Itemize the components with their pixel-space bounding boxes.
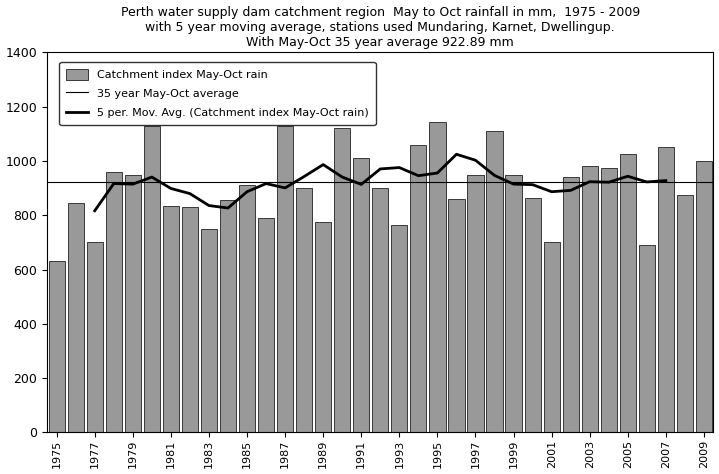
Bar	[429, 122, 446, 432]
Bar	[277, 126, 293, 432]
Bar	[201, 229, 217, 432]
Bar	[487, 131, 503, 432]
Bar	[696, 161, 712, 432]
Bar	[467, 174, 484, 432]
Bar	[239, 185, 255, 432]
Bar	[144, 126, 160, 432]
Bar	[544, 243, 559, 432]
Bar	[315, 222, 331, 432]
Bar	[162, 206, 179, 432]
Bar	[353, 158, 370, 432]
Title: Perth water supply dam catchment region  May to Oct rainfall in mm,  1975 - 2009: Perth water supply dam catchment region …	[121, 6, 640, 48]
Bar	[524, 198, 541, 432]
Bar	[106, 172, 122, 432]
Bar	[582, 166, 597, 432]
Bar	[677, 195, 693, 432]
Bar	[258, 218, 274, 432]
Bar	[411, 145, 426, 432]
Bar	[296, 188, 312, 432]
Bar	[68, 203, 84, 432]
Bar	[658, 147, 674, 432]
Bar	[391, 225, 408, 432]
Bar	[562, 177, 579, 432]
Bar	[49, 262, 65, 432]
Bar	[334, 128, 350, 432]
Bar	[600, 168, 617, 432]
Bar	[87, 243, 103, 432]
Bar	[372, 188, 388, 432]
Bar	[449, 199, 464, 432]
Bar	[505, 174, 522, 432]
Bar	[620, 154, 636, 432]
Bar	[638, 245, 655, 432]
Legend: Catchment index May-Oct rain, 35 year May-Oct average, 5 per. Mov. Avg. (Catchme: Catchment index May-Oct rain, 35 year Ma…	[60, 62, 375, 125]
Bar	[220, 201, 236, 432]
Bar	[124, 174, 141, 432]
Bar	[182, 207, 198, 432]
